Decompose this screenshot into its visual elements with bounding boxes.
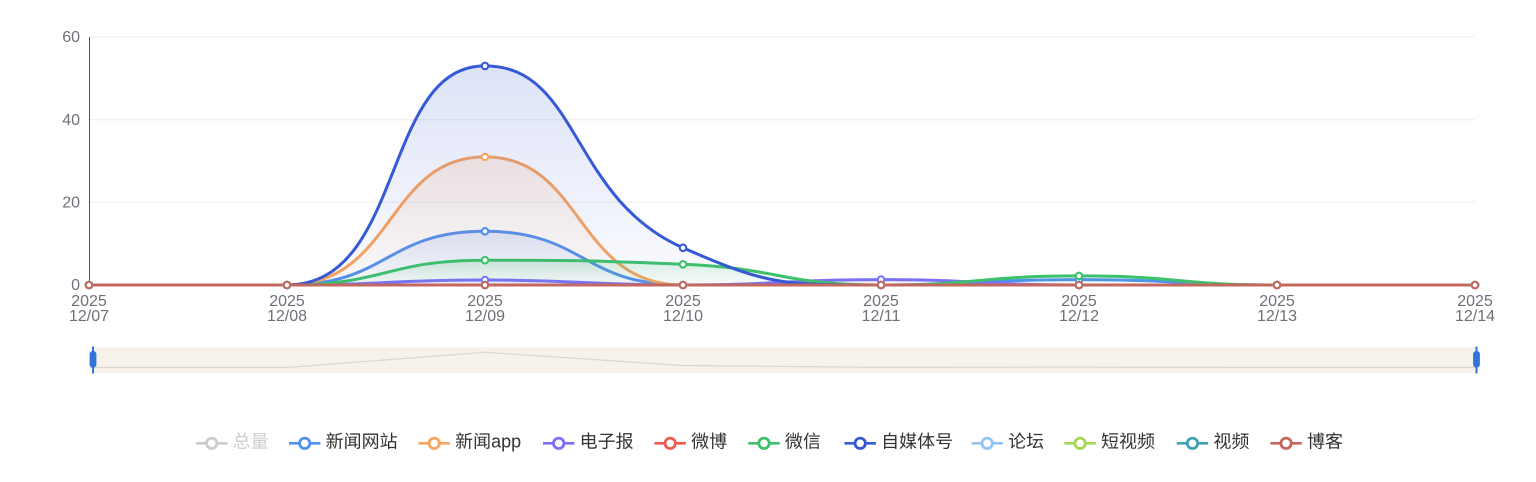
svg-text:12/11: 12/11 — [862, 308, 901, 325]
svg-text:2025: 2025 — [1259, 293, 1295, 310]
svg-text:12/07: 12/07 — [69, 308, 109, 325]
svg-text:2025: 2025 — [1061, 293, 1097, 310]
svg-text:20: 20 — [62, 195, 80, 212]
svg-text:12/08: 12/08 — [267, 308, 307, 325]
svg-text:40: 40 — [62, 112, 80, 129]
svg-text:2025: 2025 — [863, 293, 899, 310]
svg-text:12/13: 12/13 — [1257, 308, 1297, 325]
svg-text:2025: 2025 — [269, 293, 305, 310]
svg-text:60: 60 — [62, 29, 80, 46]
svg-text:app: app — [491, 432, 521, 452]
svg-text:2025: 2025 — [467, 293, 503, 310]
svg-text:2025: 2025 — [71, 293, 107, 310]
svg-text:2025: 2025 — [665, 293, 701, 310]
svg-text:12/12: 12/12 — [1059, 308, 1099, 325]
svg-text:12/14: 12/14 — [1455, 308, 1495, 325]
svg-text:0: 0 — [71, 277, 80, 294]
svg-text:2025: 2025 — [1457, 293, 1493, 310]
svg-text:12/10: 12/10 — [663, 308, 703, 325]
svg-text:12/09: 12/09 — [465, 308, 505, 325]
